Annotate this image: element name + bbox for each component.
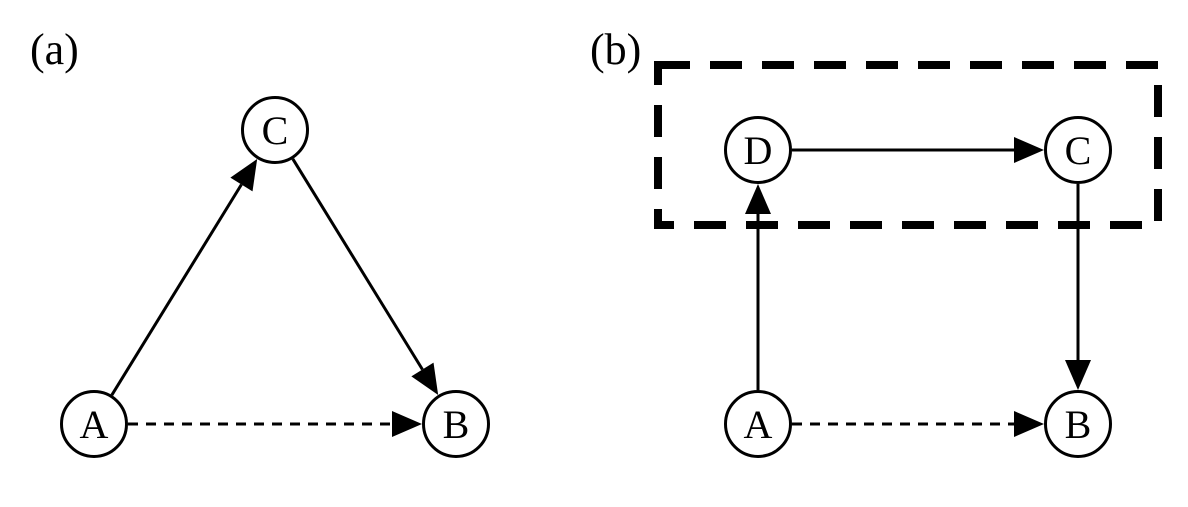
panel-label-text: (a) (30, 25, 79, 74)
edge-arrowhead-b-D-C (1014, 137, 1044, 163)
edge-arrowhead-b-A-D (745, 184, 771, 214)
node-label: B (443, 401, 470, 448)
diagram-canvas: A B C A B C D (a) (b) (0, 0, 1188, 507)
edge-arrowhead-b-A-B (1014, 411, 1044, 437)
node-label: D (744, 127, 773, 174)
edge-arrowhead-a-A-C (230, 159, 257, 191)
edges-svg (0, 0, 1188, 507)
panel-label-label-b: (b) (590, 24, 641, 75)
node-label: C (1065, 127, 1092, 174)
panel-label-text: (b) (590, 25, 641, 74)
node-a-C: C (241, 96, 309, 164)
node-b-D: D (724, 116, 792, 184)
panel-label-label-a: (a) (30, 24, 79, 75)
node-b-A: A (724, 390, 792, 458)
node-a-B: B (422, 390, 490, 458)
node-label: A (744, 401, 773, 448)
node-b-B: B (1044, 390, 1112, 458)
node-label: B (1065, 401, 1092, 448)
edge-line-a-C-B (293, 159, 423, 370)
edge-arrowhead-a-C-B (411, 363, 438, 395)
edge-arrowhead-a-A-B (392, 411, 422, 437)
edge-line-a-A-C (112, 184, 242, 395)
node-label: C (262, 107, 289, 154)
edge-arrowhead-b-C-B (1065, 360, 1091, 390)
node-label: A (80, 401, 109, 448)
node-a-A: A (60, 390, 128, 458)
node-b-C: C (1044, 116, 1112, 184)
